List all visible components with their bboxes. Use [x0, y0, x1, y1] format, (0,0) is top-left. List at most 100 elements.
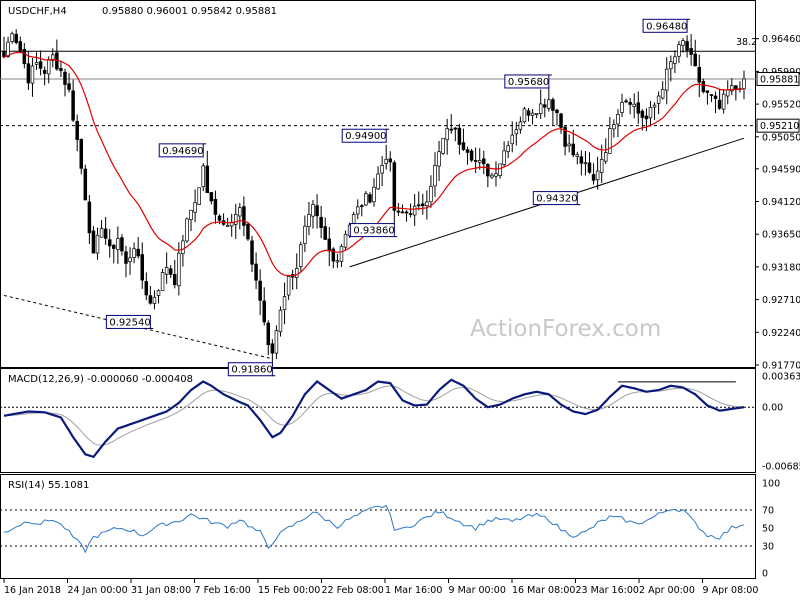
rsi-y-tick-label: 50 [762, 524, 774, 535]
candle-body [490, 174, 494, 178]
candle-body [307, 214, 311, 227]
price-annotation: 0.95680 [504, 74, 552, 89]
candle-body [152, 296, 157, 304]
candle [339, 244, 344, 267]
candle [583, 151, 588, 176]
candle [355, 199, 360, 220]
candle [343, 230, 348, 251]
candle-body [543, 104, 547, 108]
candle-body [246, 223, 250, 240]
candle-body [63, 71, 67, 85]
price-y-tick-label: 0.94120 [762, 197, 800, 208]
candle [437, 140, 441, 181]
candle-body [303, 225, 307, 244]
macd-signal-line [3, 385, 745, 446]
annotation-box [105, 314, 151, 329]
candle-body [380, 165, 384, 174]
candle [71, 79, 75, 122]
candle [660, 81, 665, 100]
candle [599, 144, 604, 184]
rsi-line [3, 504, 745, 554]
candle-body [91, 230, 96, 254]
candle-body [270, 343, 275, 354]
x-tick-label: 1 Mar 16:00 [385, 585, 442, 596]
candle [494, 161, 498, 187]
candle-body [368, 194, 372, 203]
candle-body [205, 165, 210, 194]
candle-body [209, 192, 214, 202]
candle [303, 215, 307, 253]
candle-body [250, 240, 254, 265]
candle-body [234, 214, 238, 225]
rsi-y-tick-label: 70 [762, 506, 774, 517]
annotation-box [532, 191, 578, 206]
candle-body [591, 174, 596, 181]
annotation-box [341, 128, 387, 143]
candle-body [116, 238, 120, 250]
candle [103, 216, 108, 245]
candle-body [673, 56, 677, 64]
candle-body [311, 204, 315, 217]
candle [372, 178, 376, 207]
candle [315, 194, 319, 229]
candle [730, 78, 734, 96]
candle [461, 128, 466, 152]
candle-body [18, 41, 23, 51]
candle-body [689, 48, 693, 55]
candle [307, 201, 311, 236]
candle-body [160, 272, 165, 291]
candle-body [343, 233, 348, 248]
candle-body [75, 121, 79, 140]
candle [136, 237, 140, 259]
candle [538, 89, 543, 120]
candle [160, 268, 165, 291]
x-tick-label: 16 Jan 2018 [4, 585, 61, 596]
candle-body [351, 214, 356, 224]
candle [392, 160, 397, 225]
candle [116, 226, 120, 264]
candle-body [46, 59, 51, 75]
candle [14, 29, 18, 45]
candle [282, 282, 287, 325]
candle-body [6, 41, 10, 58]
candle-body [701, 81, 706, 92]
candle-body [335, 260, 340, 263]
candle [742, 70, 746, 100]
candle [75, 114, 79, 152]
candle [311, 199, 315, 229]
candle [376, 166, 380, 190]
candle-body [709, 94, 714, 96]
candle-body [628, 102, 632, 105]
candle [705, 90, 710, 105]
candle-body [547, 99, 551, 109]
candle [396, 202, 401, 216]
candle-body [323, 226, 327, 240]
candle [221, 213, 226, 226]
candle-body [95, 234, 100, 254]
candle-body [197, 187, 201, 205]
candle-body [79, 139, 84, 169]
annotation-box [227, 362, 273, 377]
price-annotation: 0.91860 [227, 362, 276, 377]
candle-body [83, 168, 88, 201]
candle [738, 81, 742, 93]
x-tick-label: 2 Apr 00:00 [639, 585, 695, 596]
candle [254, 252, 258, 290]
candle-body [59, 68, 63, 72]
candle-body [327, 238, 332, 252]
candle-body [567, 143, 571, 147]
candle [721, 89, 726, 114]
candle [181, 234, 185, 267]
candle [734, 85, 738, 101]
support-price-label: 0.95210 [760, 121, 799, 132]
candle-body [124, 251, 128, 264]
candle-body [559, 113, 563, 128]
x-tick-label: 23 Mar 16:00 [576, 585, 639, 596]
candle [636, 91, 641, 124]
candle-body [168, 268, 173, 275]
candle-body [140, 254, 144, 281]
candle [319, 205, 323, 239]
candle-body [555, 109, 559, 114]
candle-body [734, 85, 738, 90]
candle [677, 40, 681, 64]
